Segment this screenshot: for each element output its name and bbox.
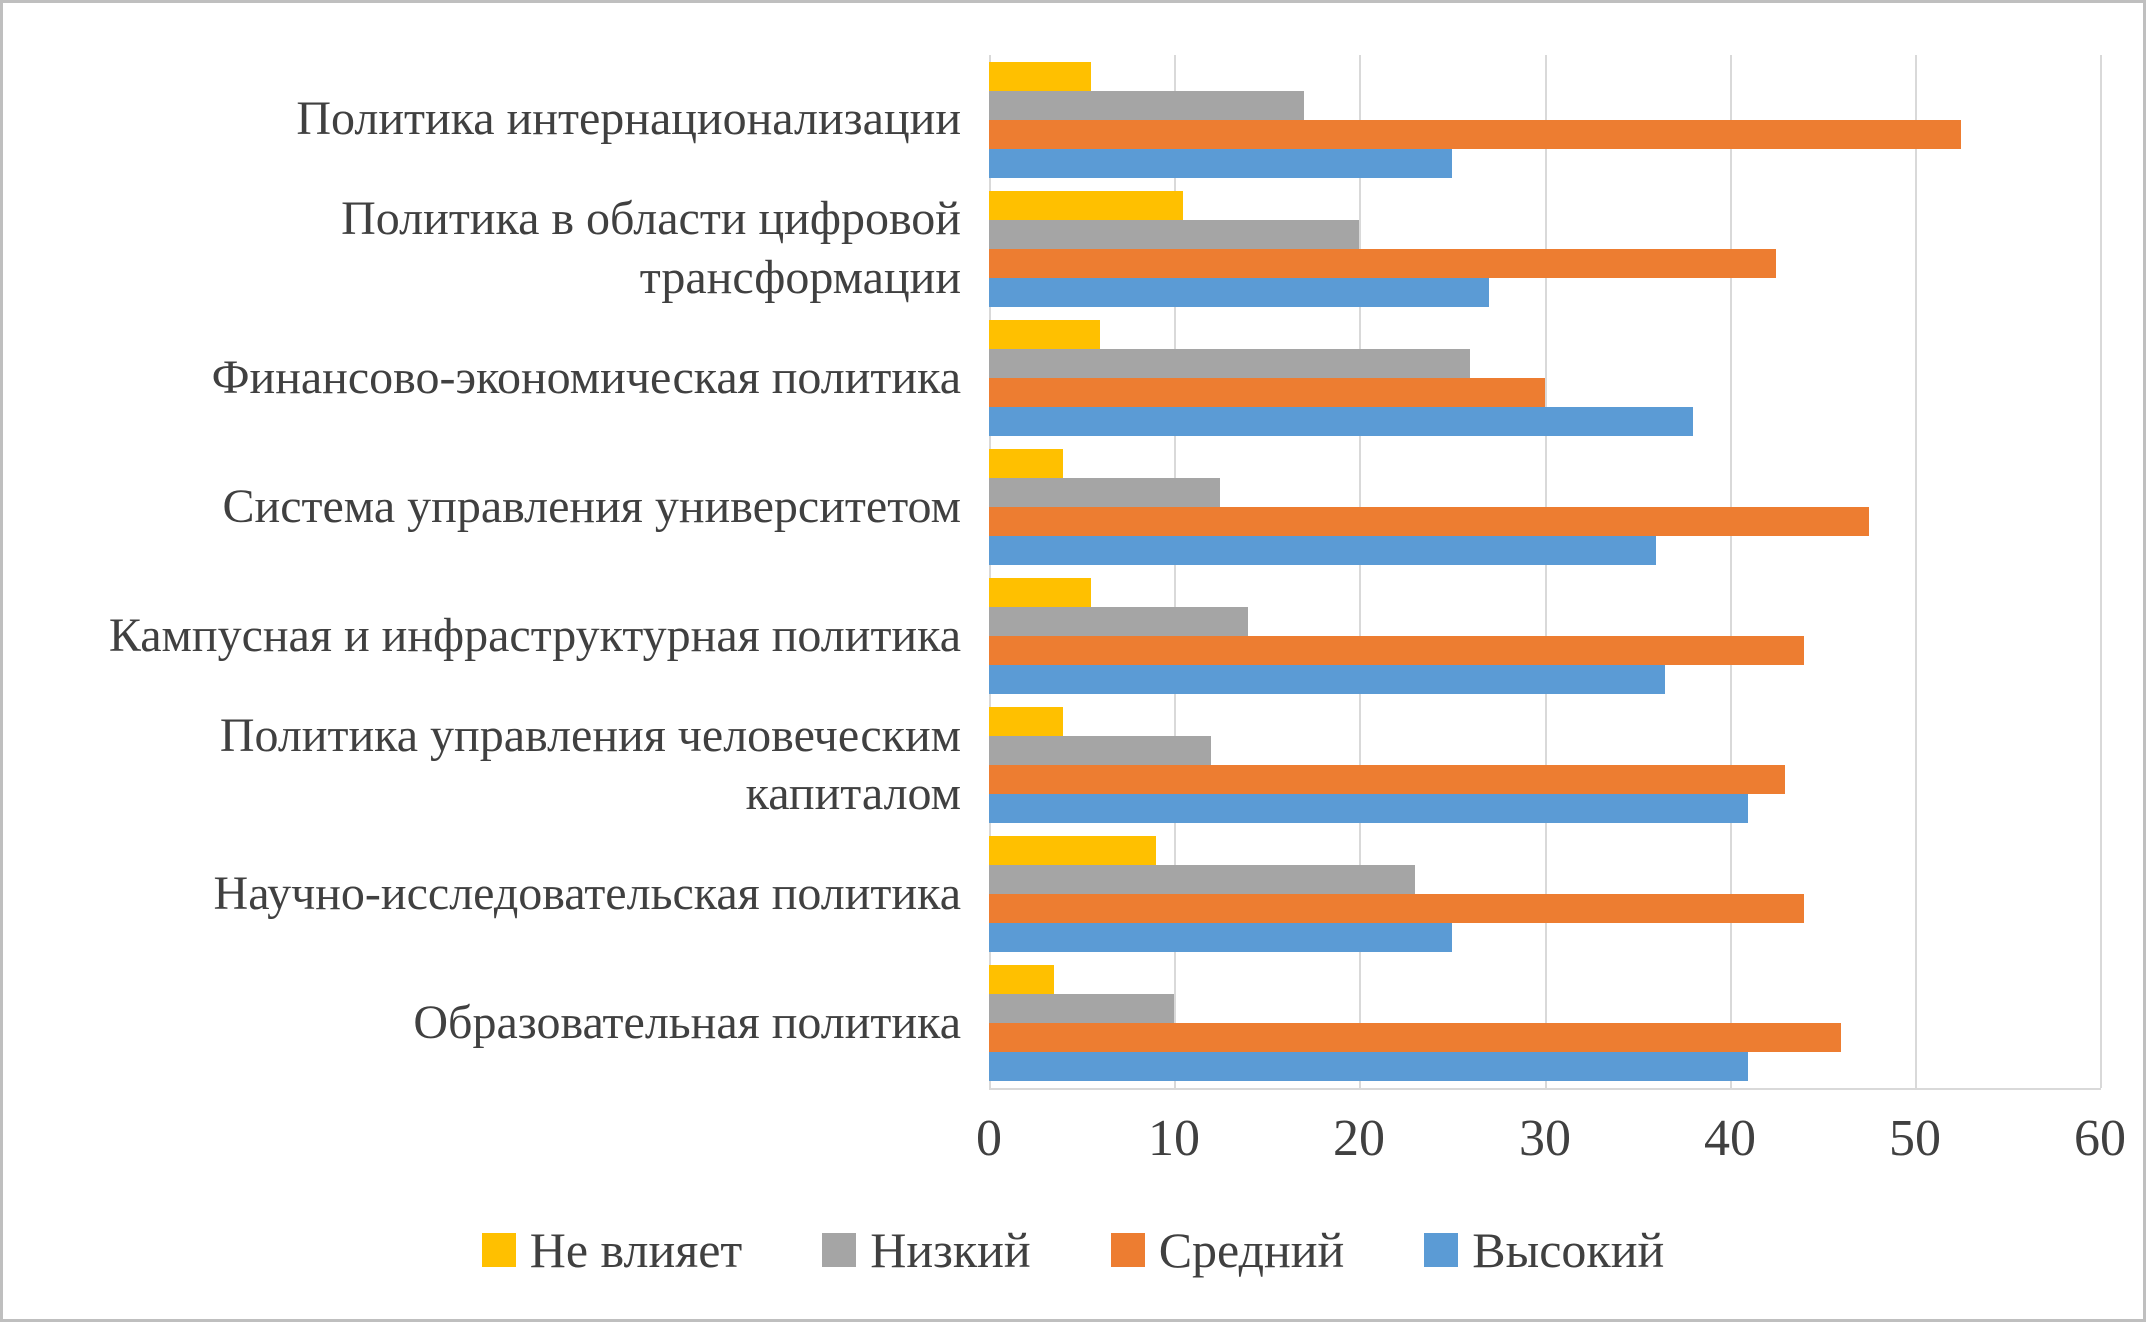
x-tick-label: 40 — [1704, 1110, 1756, 1167]
bar-Не влияет — [989, 965, 1054, 994]
bar-Высокий — [989, 149, 1452, 178]
gridline — [2100, 55, 2102, 1088]
x-tick-label: 10 — [1148, 1110, 1200, 1167]
plot-area — [989, 55, 2102, 1088]
x-tick-label: 50 — [1889, 1110, 1941, 1167]
bar-Не влияет — [989, 836, 1156, 865]
bar-Не влияет — [989, 191, 1183, 220]
bar-Низкий — [989, 994, 1174, 1023]
legend-swatch — [1424, 1233, 1459, 1267]
bar-Средний — [989, 1023, 1841, 1052]
bar-Низкий — [989, 220, 1359, 249]
legend-label: Высокий — [1472, 1222, 1665, 1278]
bar-Низкий — [989, 865, 1415, 894]
bar-Высокий — [989, 1052, 1748, 1081]
bar-Не влияет — [989, 320, 1100, 349]
legend-item: Средний — [1110, 1221, 1345, 1279]
bar-Средний — [989, 507, 1869, 536]
bar-Не влияет — [989, 449, 1063, 478]
gridline — [1915, 55, 1917, 1088]
bar-Высокий — [989, 923, 1452, 952]
x-tick-label: 20 — [1333, 1110, 1385, 1167]
category-label: Финансово-экономическая политика — [211, 350, 961, 404]
category-label: Образовательная политика — [413, 996, 961, 1050]
category-label: Политика интернационализации — [296, 92, 961, 146]
bar-Низкий — [989, 607, 1248, 636]
bar-Низкий — [989, 91, 1304, 120]
legend-item: Высокий — [1424, 1221, 1664, 1279]
legend-item: Низкий — [822, 1221, 1031, 1279]
category-axis-labels: Политика интернационализации Политика в о… — [33, 55, 961, 1088]
x-tick-label: 0 — [976, 1110, 1002, 1167]
category-label: Кампусная и инфраструктурная политика — [108, 608, 961, 662]
bar-Средний — [989, 765, 1785, 794]
bar-Средний — [989, 636, 1804, 665]
bar-Средний — [989, 249, 1776, 278]
gridline — [1545, 55, 1547, 1088]
legend-swatch — [481, 1233, 516, 1267]
bar-Средний — [989, 120, 1961, 149]
gridline — [1174, 55, 1176, 1088]
x-tick-label: 60 — [2074, 1110, 2126, 1167]
legend-swatch — [1110, 1233, 1145, 1267]
bar-Не влияет — [989, 578, 1091, 607]
x-axis-line — [989, 1088, 2101, 1090]
legend-item: Не влияет — [481, 1221, 743, 1279]
bar-Средний — [989, 894, 1804, 923]
gridline — [1359, 55, 1361, 1088]
gridline — [1730, 55, 1732, 1088]
x-tick-label: 30 — [1519, 1110, 1571, 1167]
bar-Высокий — [989, 278, 1489, 307]
legend: Не влияет Низкий Средний Высокий — [3, 1221, 2143, 1279]
category-label: Политика управления человеческим капитал… — [219, 708, 961, 821]
bar-Средний — [989, 378, 1545, 407]
bar-Низкий — [989, 736, 1211, 765]
bar-Низкий — [989, 478, 1220, 507]
bar-Не влияет — [989, 62, 1091, 91]
category-label: Система управления университетом — [222, 479, 961, 533]
category-label: Политика в области цифровой трансформаци… — [341, 192, 961, 304]
bar-Высокий — [989, 665, 1665, 694]
bar-Высокий — [989, 794, 1748, 823]
legend-label: Не влияет — [529, 1222, 743, 1278]
legend-swatch — [822, 1233, 857, 1267]
bar-Низкий — [989, 349, 1470, 378]
bar-Высокий — [989, 407, 1693, 436]
gridline — [989, 55, 991, 1088]
category-label: Научно-исследовательская политика — [213, 867, 961, 921]
legend-label: Средний — [1158, 1222, 1345, 1278]
bar-Высокий — [989, 536, 1656, 565]
legend-label: Низкий — [870, 1222, 1031, 1278]
bar-Не влияет — [989, 707, 1063, 736]
